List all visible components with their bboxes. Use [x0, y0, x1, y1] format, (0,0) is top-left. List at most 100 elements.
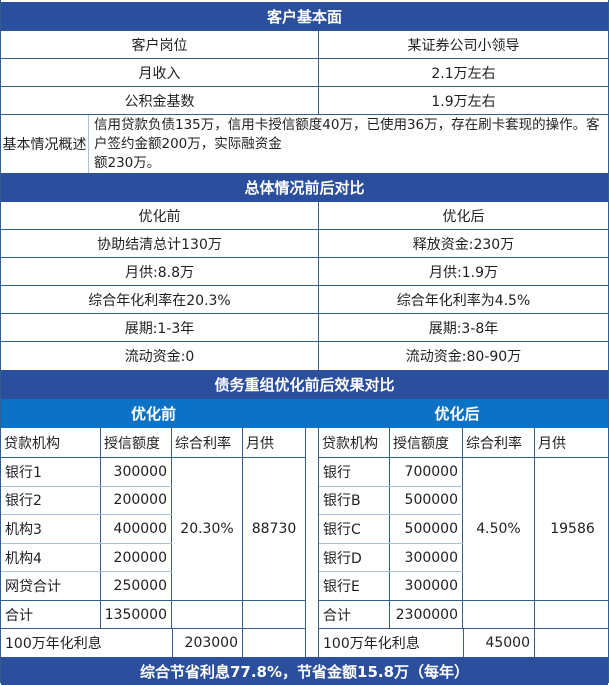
- interest-value: 45000: [464, 629, 535, 657]
- interest-value: 203000: [173, 629, 243, 657]
- info-label: 公积金基数: [1, 87, 319, 114]
- col-header-rate: 综合利率: [463, 428, 535, 457]
- total-label: 合计: [319, 601, 390, 628]
- institution-cell: 银行: [319, 458, 390, 486]
- loan-table-after: 贷款机构 授信额度 综合利率 月供 银行 700000 银行B 500000: [318, 428, 609, 657]
- info-label: 客户岗位: [1, 31, 319, 58]
- table-row: 银行1 300000: [1, 458, 172, 487]
- merged-rate-cell: 20.30%: [172, 458, 243, 600]
- section-title-overall-comparison: 总体情况前后对比: [1, 173, 608, 202]
- institution-cell: 网贷合计: [1, 572, 101, 600]
- table-gap: [306, 428, 318, 657]
- comp-before: 展期:1-3年: [1, 314, 319, 341]
- interest-row: 100万年化利息 203000: [1, 629, 305, 657]
- col-header-institution: 贷款机构: [1, 428, 101, 457]
- table-row: 机构4 200000: [1, 543, 172, 573]
- comp-after: 月供:1.9万: [429, 264, 498, 281]
- comp-col-header-before: 优化前: [1, 202, 319, 229]
- amount-cell: 250000: [101, 572, 172, 600]
- total-value: 2300000: [390, 601, 463, 628]
- comp-before: 协助结清总计130万: [1, 230, 319, 257]
- loan-tables-region: 贷款机构 授信额度 综合利率 月供 银行1 300000 银行2 200000: [1, 428, 609, 657]
- comp-before: 综合年化利率在20.3%: [1, 286, 319, 313]
- info-label: 月收入: [1, 59, 319, 86]
- info-row: 客户岗位 某证券公司小领导: [1, 31, 608, 59]
- amount-cell: 200000: [101, 486, 172, 515]
- overview-label: 基本情况概述: [1, 115, 89, 173]
- table-row: 机构3 400000: [1, 515, 172, 544]
- table-row: 银行B 500000: [319, 486, 463, 516]
- comp-after: 展期:3-8年: [428, 320, 499, 337]
- amount-cell: 700000: [390, 458, 463, 486]
- col-header-credit-limit: 授信额度: [390, 428, 463, 457]
- comp-col-header-after: 优化后: [442, 208, 485, 225]
- comp-before: 月供:8.8万: [1, 258, 319, 285]
- amount-cell: 300000: [390, 543, 463, 572]
- table-header-row: 贷款机构 授信额度 综合利率 月供: [1, 428, 305, 458]
- table-row: 银行D 300000: [319, 543, 463, 573]
- empty-cell: [535, 601, 609, 628]
- interest-label: 100万年化利息: [319, 629, 464, 657]
- institution-cell: 银行B: [319, 486, 390, 515]
- info-value: 1.9万左右: [431, 93, 496, 110]
- table-row: 银行C 500000: [319, 515, 463, 544]
- total-row: 合计 2300000: [319, 601, 609, 629]
- comparison-row: 综合年化利率在20.3% 综合年化利率为4.5%: [1, 286, 608, 314]
- comparison-row: 月供:8.8万 月供:1.9万: [1, 258, 608, 286]
- comparison-header-row: 优化前 优化后: [1, 202, 608, 230]
- institution-cell: 机构3: [1, 515, 101, 543]
- footer-summary: 综合节省利息77.8%，节省金额15.8万（每年）: [1, 657, 608, 685]
- col-header-payment: 月供: [538, 435, 566, 452]
- total-row: 合计 1350000: [1, 601, 305, 629]
- empty-cell: [243, 629, 305, 657]
- comp-after: 流动资金:80-90万: [405, 349, 522, 365]
- col-header-rate: 综合利率: [172, 428, 243, 457]
- institution-cell: 银行D: [319, 543, 390, 572]
- empty-cell: [535, 629, 609, 657]
- merged-payment-cell: 88730: [251, 521, 297, 537]
- merged-payment-cell: 19586: [550, 521, 595, 537]
- table-body: 银行 700000 银行B 500000 银行C 500000 银行D 3000…: [319, 458, 609, 601]
- table-row: 银行2 200000: [1, 486, 172, 516]
- empty-cell: [243, 601, 305, 628]
- info-value: 某证券公司小领导: [407, 37, 520, 54]
- amount-cell: 200000: [101, 543, 172, 572]
- opt-before-label: 优化前: [130, 405, 176, 423]
- comparison-row: 展期:1-3年 展期:3-8年: [1, 314, 608, 342]
- institution-cell: 银行1: [1, 458, 101, 486]
- total-value: 1350000: [101, 601, 172, 628]
- institution-cell: 机构4: [1, 543, 101, 572]
- interest-row: 100万年化利息 45000: [319, 629, 609, 657]
- comp-after: 释放资金:230万: [412, 236, 515, 253]
- table-body: 银行1 300000 银行2 200000 机构3 400000 机构4 200…: [1, 458, 305, 601]
- empty-cell: [172, 601, 243, 628]
- opt-after-label: 优化后: [434, 405, 480, 423]
- info-row: 公积金基数 1.9万左右: [1, 87, 608, 115]
- institution-cell: 银行E: [319, 572, 390, 600]
- amount-cell: 300000: [390, 572, 463, 600]
- comp-before: 流动资金:0: [1, 342, 319, 370]
- comp-after: 综合年化利率为4.5%: [396, 292, 531, 309]
- amount-cell: 400000: [101, 515, 172, 543]
- col-header-credit-limit: 授信额度: [101, 428, 172, 457]
- table-row: 银行 700000: [319, 458, 463, 487]
- empty-cell: [463, 601, 535, 628]
- loan-table-before: 贷款机构 授信额度 综合利率 月供 银行1 300000 银行2 200000: [1, 428, 306, 657]
- info-row: 月收入 2.1万左右: [1, 59, 608, 87]
- section-title-debt-comparison: 债务重组优化前后效果对比: [1, 370, 608, 399]
- amount-cell: 500000: [390, 515, 463, 543]
- section-title-client-profile: 客户基本面: [1, 2, 608, 31]
- institution-cell: 银行2: [1, 486, 101, 515]
- comparison-row: 协助结清总计130万 释放资金:230万: [1, 230, 608, 258]
- institution-cell: 银行C: [319, 515, 390, 543]
- interest-label: 100万年化利息: [1, 629, 173, 657]
- col-header-institution: 贷款机构: [319, 428, 390, 457]
- comparison-row: 流动资金:0 流动资金:80-90万: [1, 342, 608, 370]
- table-header-row: 贷款机构 授信额度 综合利率 月供: [319, 428, 609, 458]
- col-header-payment: 月供: [246, 435, 274, 452]
- table-row: 银行E 300000: [319, 572, 463, 600]
- table-row: 网贷合计 250000: [1, 572, 172, 600]
- overview-row: 基本情况概述 信用贷款负债135万，信用卡授信额度40万，已使用36万，存在刷卡…: [1, 115, 608, 173]
- total-label: 合计: [1, 601, 101, 628]
